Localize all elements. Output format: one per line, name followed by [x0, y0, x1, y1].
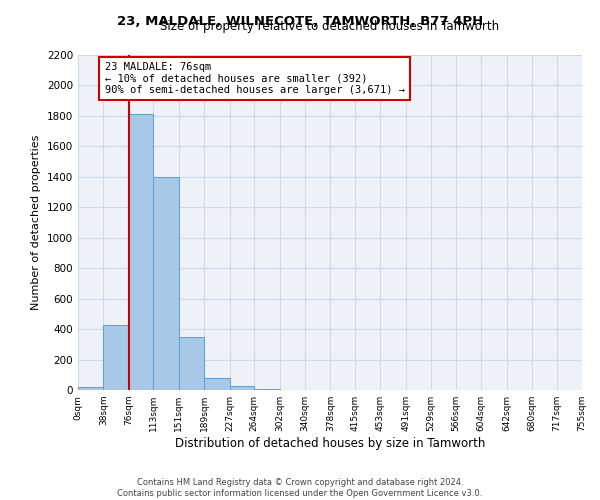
Bar	[78, 387, 103, 390]
Bar	[204, 378, 230, 390]
Bar	[179, 336, 204, 390]
Text: 23, MALDALE, WILNECOTE, TAMWORTH, B77 4PH: 23, MALDALE, WILNECOTE, TAMWORTH, B77 4P…	[117, 15, 483, 28]
Y-axis label: Number of detached properties: Number of detached properties	[31, 135, 41, 310]
Text: 23 MALDALE: 76sqm
← 10% of detached houses are smaller (392)
90% of semi-detache: 23 MALDALE: 76sqm ← 10% of detached hous…	[105, 62, 405, 95]
Text: Contains HM Land Registry data © Crown copyright and database right 2024.
Contai: Contains HM Land Registry data © Crown c…	[118, 478, 482, 498]
Title: Size of property relative to detached houses in Tamworth: Size of property relative to detached ho…	[160, 20, 500, 33]
X-axis label: Distribution of detached houses by size in Tamworth: Distribution of detached houses by size …	[175, 437, 485, 450]
Bar	[129, 114, 154, 390]
Bar	[230, 386, 254, 390]
Bar	[103, 324, 129, 390]
Bar	[154, 177, 179, 390]
Bar	[254, 389, 280, 390]
